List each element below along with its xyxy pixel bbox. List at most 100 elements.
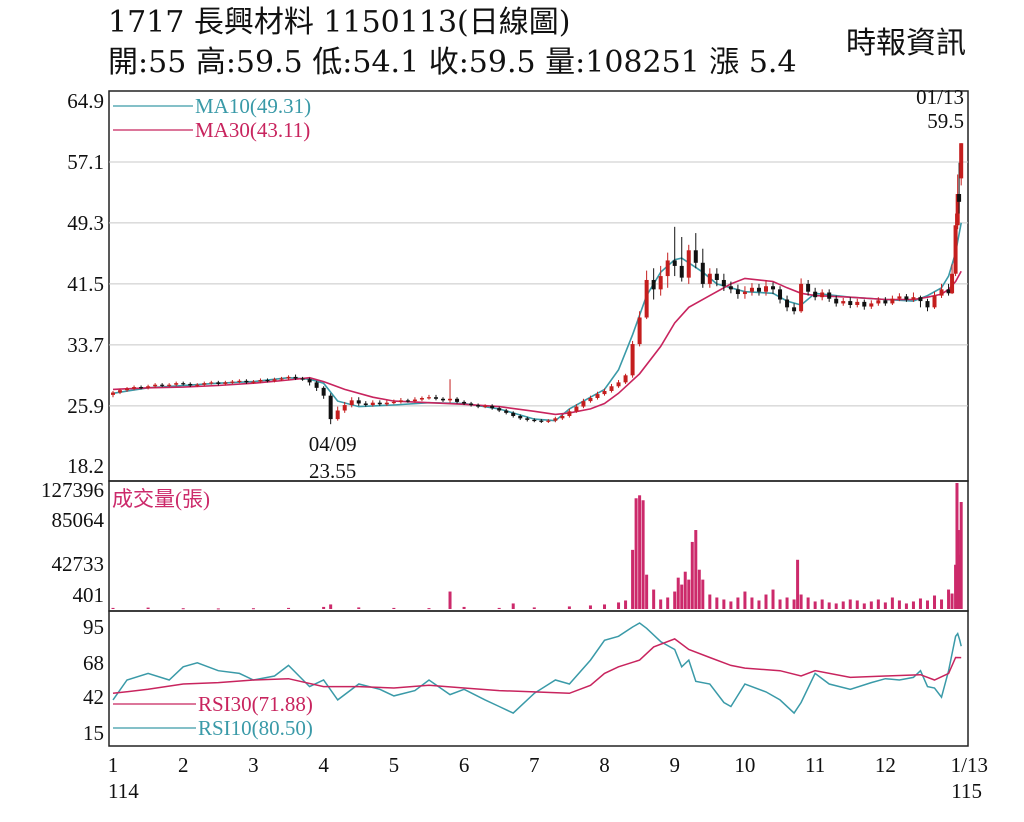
- volume-bar: [357, 607, 361, 609]
- volume-bar: [862, 603, 866, 609]
- volume-bar: [940, 599, 944, 609]
- volume-bar: [680, 584, 684, 609]
- candle-body: [827, 292, 832, 299]
- volume-bar: [251, 608, 255, 610]
- candle-body: [384, 402, 389, 405]
- volume-bar: [532, 607, 536, 609]
- price-y-tick: 33.7: [67, 333, 104, 357]
- volume-bar: [918, 598, 922, 609]
- candle-body: [560, 415, 565, 419]
- candle-body: [448, 398, 453, 401]
- candle-body: [405, 400, 410, 402]
- candle-body: [609, 386, 614, 391]
- candle-body: [785, 299, 790, 308]
- last-annotation-value: 59.5: [927, 109, 964, 133]
- candle-body: [925, 301, 930, 308]
- candle-body: [876, 300, 881, 304]
- candle-body: [953, 225, 958, 274]
- candle-body: [806, 283, 811, 292]
- volume-bar: [911, 601, 915, 609]
- candle-body: [251, 381, 256, 383]
- volume-bar: [848, 599, 852, 609]
- volume-bar: [722, 599, 726, 609]
- rsi-legend-label: RSI30(71.88): [198, 692, 313, 716]
- volume-bar: [897, 600, 901, 609]
- candle-body: [813, 291, 818, 298]
- candle-body: [939, 289, 944, 296]
- candle-body: [195, 384, 200, 386]
- volume-bar: [511, 603, 515, 609]
- volume-bar: [659, 599, 663, 609]
- volume-bar: [715, 597, 719, 609]
- volume-bar: [792, 599, 796, 609]
- candle-body: [763, 286, 768, 292]
- volume-bar: [617, 602, 621, 609]
- volume-bar: [933, 595, 937, 609]
- volume-bar: [624, 600, 628, 609]
- price-y-tick: 18.2: [67, 454, 104, 478]
- candle-body: [644, 279, 649, 318]
- low-annotation-value: 23.55: [309, 459, 356, 483]
- candle-body: [959, 143, 964, 179]
- candle-body: [799, 283, 804, 312]
- volume-bar: [799, 594, 803, 609]
- candle-body: [307, 379, 312, 383]
- candle-body: [955, 194, 960, 226]
- volume-bar: [392, 607, 396, 609]
- x-tick-label: 6: [459, 753, 470, 777]
- x-tick-label: 7: [529, 753, 540, 777]
- candle-body: [244, 380, 249, 383]
- candle-body: [132, 387, 137, 389]
- candle-body: [630, 344, 635, 376]
- volume-bar: [750, 597, 754, 609]
- volume-y-tick: 127396: [41, 478, 104, 502]
- volume-bar: [771, 589, 775, 609]
- price-panel-frame: [108, 90, 969, 482]
- candle-body: [735, 289, 740, 295]
- candle-body: [588, 398, 593, 402]
- volume-bar: [827, 602, 831, 609]
- price-y-tick: 49.3: [67, 211, 104, 235]
- data-source: 時報資訊: [846, 26, 966, 61]
- candle-body: [272, 379, 277, 381]
- candle-body: [370, 402, 375, 406]
- candle-body: [258, 380, 263, 382]
- volume-bar: [697, 569, 701, 609]
- candle-body: [497, 408, 502, 411]
- volume-bar: [287, 607, 291, 609]
- x-tick-label: 5: [389, 753, 400, 777]
- rsi-lines: [112, 622, 962, 715]
- x-tick-label: 3: [248, 753, 259, 777]
- volume-bar: [322, 606, 326, 609]
- volume-bar: [959, 501, 963, 609]
- volume-bar: [603, 604, 607, 609]
- volume-bars: [111, 483, 963, 610]
- candle-body: [616, 382, 621, 387]
- candle-body: [412, 399, 417, 402]
- low-annotation-date: 04/09: [309, 432, 357, 456]
- rsi-line-0: [112, 622, 962, 715]
- volume-bar: [820, 599, 824, 609]
- candle-body: [146, 386, 151, 388]
- candle-body: [841, 301, 846, 304]
- volume-bar: [694, 530, 698, 609]
- x-tick-label: 1/13: [951, 753, 988, 777]
- ma-line-1: [112, 270, 962, 416]
- volume-y-tick: 42733: [52, 552, 105, 576]
- price-y-tick: 57.1: [67, 150, 104, 174]
- volume-bar: [645, 574, 649, 609]
- volume-bar: [111, 607, 115, 609]
- rsi-y-tick: 68: [83, 651, 104, 675]
- candle-body: [356, 400, 361, 404]
- candle-body: [216, 382, 221, 384]
- volume-bar: [181, 608, 185, 610]
- candle-body: [700, 262, 705, 284]
- volume-bar: [329, 604, 333, 609]
- volume-bar: [638, 495, 642, 609]
- volume-bar: [869, 601, 873, 609]
- volume-bar: [497, 607, 501, 609]
- rsi-legend: RSI30(71.88)RSI10(80.50): [113, 692, 313, 740]
- candle-body: [426, 397, 431, 399]
